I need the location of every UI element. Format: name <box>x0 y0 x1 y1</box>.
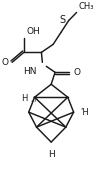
Text: O: O <box>74 68 81 77</box>
Text: ,//: ,// <box>31 96 38 102</box>
Text: CH₃: CH₃ <box>78 3 94 11</box>
Text: OH: OH <box>27 27 40 36</box>
Text: HN: HN <box>23 67 36 76</box>
Text: ʹH: ʹH <box>80 108 89 117</box>
Text: H: H <box>21 94 28 103</box>
Text: O: O <box>1 58 8 67</box>
Text: H: H <box>48 150 55 159</box>
Text: S: S <box>60 15 66 25</box>
